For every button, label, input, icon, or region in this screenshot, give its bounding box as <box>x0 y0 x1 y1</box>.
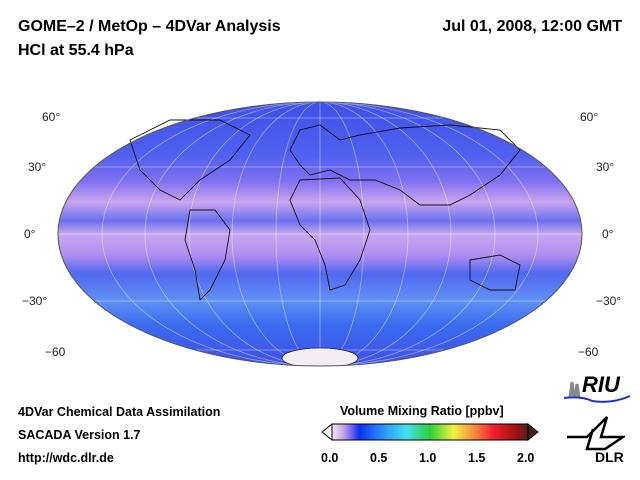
title: GOME–2 / MetOp – 4DVar Analysis <box>18 18 281 35</box>
lat-label-right-30: 30° <box>596 160 615 174</box>
colorbar-over-arrow <box>527 422 539 442</box>
footer-line2: SACADA Version 1.7 <box>18 428 141 442</box>
colorbar-tick: 1.0 <box>419 451 437 465</box>
lat-label-right-0: 0° <box>602 227 614 241</box>
riu-logo: RIU <box>562 372 632 404</box>
colorbar-tick: 1.5 <box>468 451 486 465</box>
riu-logo-text: RIU <box>582 372 620 397</box>
colorbar-under-arrow <box>321 422 333 442</box>
colorbar-tick: 0.0 <box>321 451 339 465</box>
dlr-logo-text: DLR <box>595 449 624 465</box>
map-field <box>58 102 582 366</box>
datetime: Jul 01, 2008, 12:00 GMT <box>442 18 622 35</box>
antarctica <box>281 347 359 366</box>
lat-label-left-60: 60° <box>42 110 61 124</box>
lat-label-left-m30: −30° <box>22 294 48 308</box>
colorbar-title: Volume Mixing Ratio [ppbv] <box>340 404 504 418</box>
dlr-logo: DLR <box>565 415 625 467</box>
footer-link[interactable]: http://wdc.dlr.de <box>18 451 114 465</box>
lat-label-left-m60: −60 <box>45 345 66 359</box>
colorbar <box>321 422 539 442</box>
colorbar-gradient <box>331 423 529 441</box>
subtitle: HCl at 55.4 hPa <box>18 42 134 59</box>
footer-line1: 4DVar Chemical Data Assimilation <box>18 405 221 419</box>
lat-label-right-m60: −60 <box>578 345 599 359</box>
colorbar-tick: 0.5 <box>370 451 388 465</box>
coastlines <box>129 119 521 301</box>
lat-label-right-m30: −30° <box>596 294 622 308</box>
colorbar-tick: 2.0 <box>517 451 535 465</box>
lat-label-left-30: 30° <box>28 160 47 174</box>
lat-label-right-60: 60° <box>580 110 599 124</box>
lat-label-left-0: 0° <box>24 227 36 241</box>
